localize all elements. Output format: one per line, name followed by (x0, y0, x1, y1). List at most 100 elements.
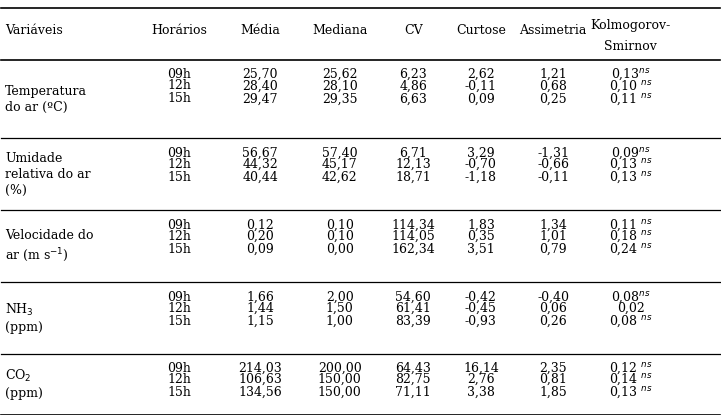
Text: 0,18 $^{ns}$: 0,18 $^{ns}$ (609, 229, 653, 244)
Text: 09h: 09h (167, 219, 192, 232)
Text: 0,35: 0,35 (467, 230, 495, 243)
Text: 54,60: 54,60 (395, 291, 431, 304)
Text: 12h: 12h (167, 158, 192, 171)
Text: 12h: 12h (167, 373, 192, 386)
Text: 44,32: 44,32 (242, 158, 278, 171)
Text: -0,11: -0,11 (465, 79, 497, 93)
Text: 0,08 $^{ns}$: 0,08 $^{ns}$ (609, 314, 653, 330)
Text: 6,71: 6,71 (399, 147, 427, 160)
Text: 64,43: 64,43 (395, 362, 431, 375)
Text: 15h: 15h (167, 92, 192, 105)
Text: 114,34: 114,34 (392, 219, 435, 232)
Text: 0,79: 0,79 (539, 243, 567, 256)
Text: 61,41: 61,41 (395, 302, 431, 315)
Text: 162,34: 162,34 (392, 243, 435, 256)
Text: 42,62: 42,62 (322, 171, 358, 184)
Text: 15h: 15h (167, 315, 192, 328)
Text: 0,11 $^{ns}$: 0,11 $^{ns}$ (609, 91, 653, 107)
Text: Kolmogorov-: Kolmogorov- (590, 20, 671, 32)
Text: -0,45: -0,45 (465, 302, 497, 315)
Text: 114,05: 114,05 (392, 230, 435, 243)
Text: 0,08$^{ns}$: 0,08$^{ns}$ (611, 290, 651, 305)
Text: 16,14: 16,14 (463, 362, 499, 375)
Text: 71,11: 71,11 (395, 386, 431, 399)
Text: 0,06: 0,06 (539, 302, 567, 315)
Text: 0,12 $^{ns}$: 0,12 $^{ns}$ (609, 361, 653, 376)
Text: 0,02: 0,02 (617, 302, 645, 315)
Text: 56,67: 56,67 (242, 147, 278, 160)
Text: 0,68: 0,68 (539, 79, 567, 93)
Text: Média: Média (240, 24, 280, 37)
Text: 214,03: 214,03 (239, 362, 282, 375)
Text: 83,39: 83,39 (395, 315, 431, 328)
Text: 09h: 09h (167, 291, 192, 304)
Text: 1,83: 1,83 (467, 219, 495, 232)
Text: 1,44: 1,44 (247, 302, 274, 315)
Text: 15h: 15h (167, 386, 192, 399)
Text: 106,63: 106,63 (239, 373, 282, 386)
Text: Temperatura
do ar (ºC): Temperatura do ar (ºC) (5, 85, 87, 114)
Text: 15h: 15h (167, 243, 192, 256)
Text: 1,00: 1,00 (326, 315, 353, 328)
Text: -1,18: -1,18 (465, 171, 497, 184)
Text: 134,56: 134,56 (239, 386, 282, 399)
Text: Smirnov: Smirnov (604, 40, 658, 53)
Text: 0,24 $^{ns}$: 0,24 $^{ns}$ (609, 242, 653, 257)
Text: 0,00: 0,00 (326, 243, 353, 256)
Text: 2,62: 2,62 (467, 68, 495, 81)
Text: 57,40: 57,40 (322, 147, 358, 160)
Text: 12h: 12h (167, 79, 192, 93)
Text: 6,23: 6,23 (399, 68, 427, 81)
Text: 0,20: 0,20 (247, 230, 274, 243)
Text: 40,44: 40,44 (242, 171, 278, 184)
Text: 0,13 $^{ns}$: 0,13 $^{ns}$ (609, 170, 653, 186)
Text: 0,13 $^{ns}$: 0,13 $^{ns}$ (609, 385, 653, 400)
Text: 0,10: 0,10 (326, 230, 353, 243)
Text: 18,71: 18,71 (395, 171, 431, 184)
Text: 1,01: 1,01 (539, 230, 567, 243)
Text: 3,29: 3,29 (467, 147, 495, 160)
Text: 1,34: 1,34 (539, 219, 567, 232)
Text: 150,00: 150,00 (318, 386, 361, 399)
Text: -0,42: -0,42 (465, 291, 497, 304)
Text: 29,47: 29,47 (242, 92, 278, 105)
Text: 1,15: 1,15 (247, 315, 274, 328)
Text: -0,11: -0,11 (537, 171, 569, 184)
Text: 12h: 12h (167, 302, 192, 315)
Text: 09h: 09h (167, 147, 192, 160)
Text: 29,35: 29,35 (322, 92, 358, 105)
Text: 25,70: 25,70 (242, 68, 278, 81)
Text: 0,09$^{ns}$: 0,09$^{ns}$ (611, 146, 651, 161)
Text: 0,09: 0,09 (467, 92, 495, 105)
Text: 45,17: 45,17 (322, 158, 358, 171)
Text: 2,35: 2,35 (539, 362, 567, 375)
Text: 0,81: 0,81 (539, 373, 567, 386)
Text: Velocidade do
ar (m s$^{-1}$): Velocidade do ar (m s$^{-1}$) (5, 229, 94, 264)
Text: 0,11 $^{ns}$: 0,11 $^{ns}$ (609, 217, 653, 233)
Text: -0,93: -0,93 (465, 315, 497, 328)
Text: 0,26: 0,26 (539, 315, 567, 328)
Text: 1,85: 1,85 (539, 386, 567, 399)
Text: 3,38: 3,38 (467, 386, 495, 399)
Text: 2,76: 2,76 (467, 373, 495, 386)
Text: 0,25: 0,25 (539, 92, 567, 105)
Text: Mediana: Mediana (312, 24, 367, 37)
Text: 150,00: 150,00 (318, 373, 361, 386)
Text: 3,51: 3,51 (467, 243, 495, 256)
Text: 82,75: 82,75 (395, 373, 431, 386)
Text: -1,31: -1,31 (537, 147, 569, 160)
Text: -0,66: -0,66 (537, 158, 569, 171)
Text: Assimetria: Assimetria (519, 24, 587, 37)
Text: CV: CV (404, 24, 423, 37)
Text: Variáveis: Variáveis (5, 24, 63, 37)
Text: 4,86: 4,86 (399, 79, 427, 93)
Text: CO$_2$
(ppm): CO$_2$ (ppm) (5, 368, 43, 400)
Text: 6,63: 6,63 (399, 92, 427, 105)
Text: Umidade
relativa do ar
(%): Umidade relativa do ar (%) (5, 152, 91, 197)
Text: 0,12: 0,12 (247, 219, 274, 232)
Text: 200,00: 200,00 (318, 362, 361, 375)
Text: 28,40: 28,40 (242, 79, 278, 93)
Text: 15h: 15h (167, 171, 192, 184)
Text: 0,10 $^{ns}$: 0,10 $^{ns}$ (609, 78, 653, 94)
Text: -0,40: -0,40 (537, 291, 569, 304)
